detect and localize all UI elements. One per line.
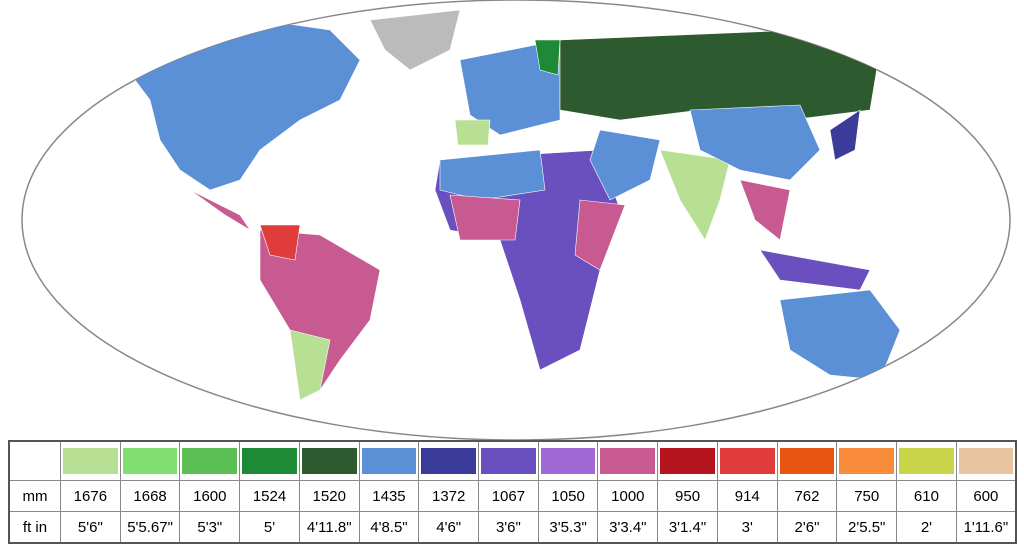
gauge-mm: 1600 xyxy=(179,480,241,512)
swatch-row xyxy=(8,440,1017,481)
south-america xyxy=(259,229,381,401)
central-america xyxy=(189,189,251,231)
gauge-mm: 1668 xyxy=(119,480,181,512)
gauge-ft-in: 5'5.67" xyxy=(119,511,181,544)
color-swatch xyxy=(958,448,1013,474)
swatch-cell xyxy=(179,440,241,481)
gauge-ft-in: 5' xyxy=(239,511,300,544)
gauge-mm: 762 xyxy=(776,480,838,512)
color-swatch xyxy=(660,448,715,474)
swatch-cell xyxy=(418,440,480,481)
color-swatch xyxy=(719,448,775,474)
middle-east xyxy=(589,129,661,201)
continents xyxy=(119,9,951,406)
mm-row: mm 1676 1668 1600 1524 1520 1435 1372 1067 1050 10… xyxy=(8,480,1017,512)
swatch-cell xyxy=(478,440,539,481)
north-america xyxy=(119,19,361,191)
swatch-cell xyxy=(657,440,718,481)
gauge-mm: 750 xyxy=(836,480,898,512)
swatch-cell xyxy=(955,440,1017,481)
gauge-mm: 914 xyxy=(716,480,778,512)
gauge-mm: 600 xyxy=(955,480,1017,512)
color-swatch xyxy=(301,448,357,474)
gauge-mm: 610 xyxy=(896,480,957,512)
swatch-cell xyxy=(716,440,778,481)
color-swatch xyxy=(182,448,238,474)
world-map xyxy=(21,0,1011,440)
color-swatch xyxy=(242,448,297,474)
swatch-cell xyxy=(597,440,659,481)
color-swatch xyxy=(361,448,417,474)
china xyxy=(689,104,821,181)
swatch-cell xyxy=(298,440,360,481)
swatch-cell xyxy=(239,440,300,481)
color-swatch xyxy=(63,448,118,474)
east-africa xyxy=(574,199,626,271)
gauge-ft-in: 3'3.4" xyxy=(597,511,659,544)
swatch-cell xyxy=(60,440,121,481)
southeast-asia xyxy=(739,179,791,241)
gauge-ft-in: 5'6" xyxy=(60,511,121,544)
gauge-ft-in: 2' xyxy=(896,511,957,544)
swatch-cell xyxy=(776,440,838,481)
row-label: ft in xyxy=(8,511,61,544)
swatch-cell xyxy=(836,440,898,481)
russia xyxy=(559,29,881,121)
swatch-cell xyxy=(896,440,957,481)
gauge-mm: 950 xyxy=(657,480,718,512)
swatch-cell xyxy=(358,440,420,481)
gauge-ft-in: 2'5.5" xyxy=(836,511,898,544)
gauge-mm: 1524 xyxy=(239,480,300,512)
colombia xyxy=(259,224,301,261)
gauge-mm: 1067 xyxy=(478,480,539,512)
gauge-ft-in: 4'6" xyxy=(418,511,480,544)
corner-cell xyxy=(8,440,61,481)
gauge-ft-in: 3' xyxy=(716,511,778,544)
color-swatch xyxy=(540,448,596,474)
gauge-ft-in: 1'11.6" xyxy=(955,511,1017,544)
iberia xyxy=(454,119,491,146)
gauge-mm: 1000 xyxy=(597,480,659,512)
gauge-ft-in: 4'8.5" xyxy=(358,511,420,544)
north-africa xyxy=(439,149,546,201)
color-swatch xyxy=(899,448,954,474)
gauge-ft-in: 3'5.3" xyxy=(537,511,599,544)
gauge-ft-in: 5'3" xyxy=(179,511,241,544)
japan xyxy=(829,109,861,161)
gauge-ft-in: 2'6" xyxy=(776,511,838,544)
color-swatch xyxy=(600,448,656,474)
ft_in-row: ft in 5'6" 5'5.67" 5'3" 5' 4'11.8" 4'8.5" 4'6" 3… xyxy=(8,511,1017,544)
swatch-cell xyxy=(537,440,599,481)
gauge-mm: 1520 xyxy=(298,480,360,512)
gauge-mm: 1676 xyxy=(60,480,121,512)
color-swatch xyxy=(122,448,178,474)
gauge-mm: 1435 xyxy=(358,480,420,512)
color-swatch xyxy=(839,448,895,474)
color-swatch xyxy=(779,448,835,474)
gauge-legend: mm 1676 1668 1600 1524 1520 1435 1372 1067 1050 10… xyxy=(8,440,1017,544)
indonesia xyxy=(759,249,871,291)
greenland xyxy=(369,9,461,71)
gauge-mm: 1372 xyxy=(418,480,480,512)
west-africa xyxy=(449,194,521,241)
swatch-cell xyxy=(119,440,181,481)
finland xyxy=(534,39,561,76)
argentina xyxy=(289,329,331,401)
row-label: mm xyxy=(8,480,61,512)
gauge-ft-in: 3'6" xyxy=(478,511,539,544)
color-swatch xyxy=(421,448,477,474)
gauge-ft-in: 4'11.8" xyxy=(298,511,360,544)
gauge-mm: 1050 xyxy=(537,480,599,512)
color-swatch xyxy=(481,448,536,474)
gauge-ft-in: 3'1.4" xyxy=(657,511,718,544)
new-zealand xyxy=(899,369,951,406)
